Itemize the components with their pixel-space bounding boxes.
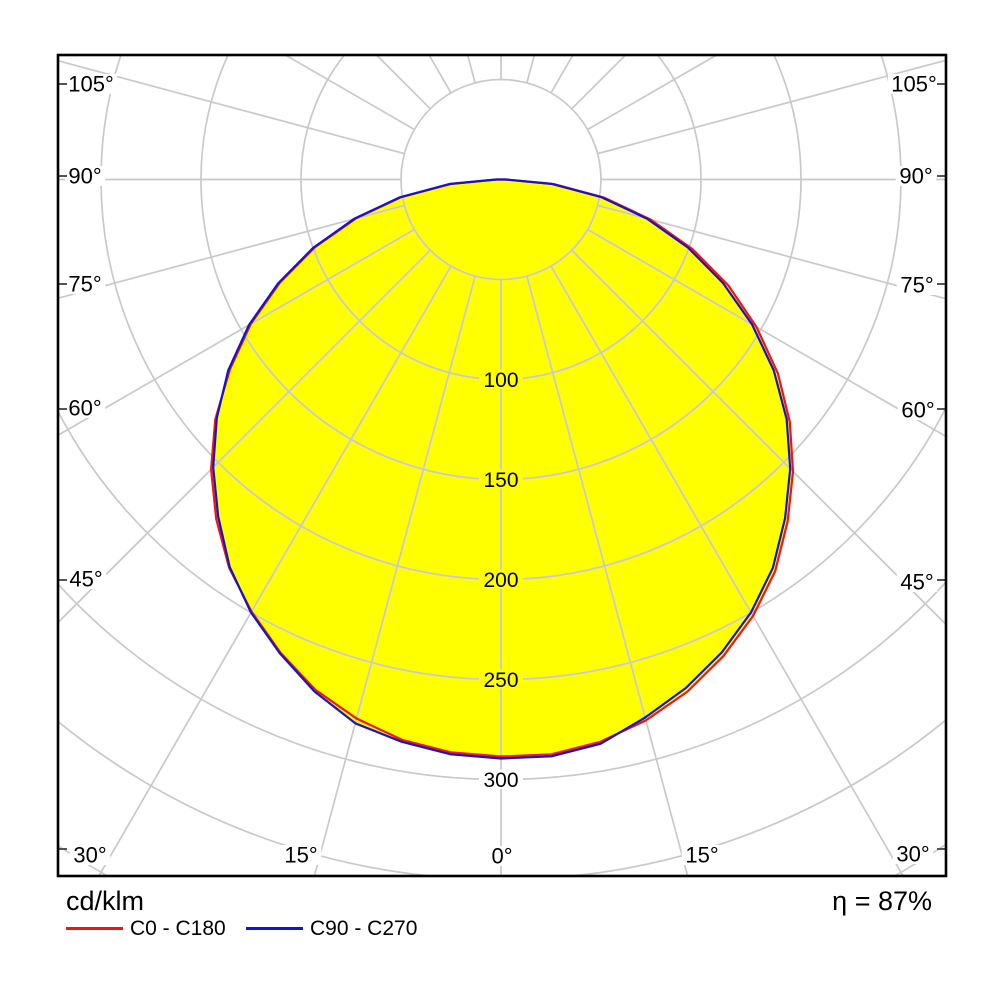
angle-tick-label: 60° — [68, 396, 101, 421]
angle-tick-label: 90° — [899, 164, 932, 189]
radial-tick-label: 200 — [483, 569, 518, 592]
legend-line-c0-c180 — [66, 927, 123, 930]
radial-tick-label: 150 — [483, 469, 518, 492]
angle-tick-label: 0° — [491, 844, 512, 869]
frame-ticks — [58, 83, 946, 850]
angle-tick-label: 45° — [900, 570, 933, 595]
angle-tick-label: 75° — [68, 272, 101, 297]
radial-tick-label: 300 — [483, 769, 518, 792]
radial-tick-label: 100 — [483, 369, 518, 392]
angle-tick-label: 105° — [891, 72, 937, 97]
radial-tick-label: 250 — [483, 669, 518, 692]
legend-label-c90-c270: C90 - C270 — [310, 917, 418, 940]
angle-tick-label: 105° — [68, 72, 114, 97]
efficiency-label: η = 87% — [832, 886, 932, 916]
angle-tick-label: 15° — [284, 843, 317, 868]
legend-label-c0-c180: C0 - C180 — [130, 917, 226, 940]
curve-c0-c180 — [210, 178, 795, 758]
angle-scale-labels: 105° 105° 90° 90° 75° 75° 60° 60° 45° 45° 30° 30° 15… — [64, 72, 940, 869]
angle-tick-label: 30° — [896, 842, 929, 867]
chart-legend: C0 - C180 C90 - C270 — [66, 917, 486, 941]
legend-line-c90-c270 — [246, 927, 303, 930]
angle-tick-label: 60° — [901, 398, 934, 423]
chart-frame — [56, 53, 948, 878]
angle-tick-label: 75° — [900, 273, 933, 298]
angle-tick-label: 45° — [69, 567, 102, 592]
curve-c90-c270 — [212, 178, 792, 760]
unit-label: cd/klm — [66, 886, 145, 916]
angle-tick-label: 90° — [68, 164, 101, 189]
radial-scale-labels: 100 150 200 250 300 — [479, 369, 523, 792]
angle-tick-label: 15° — [685, 843, 718, 868]
angle-tick-label: 30° — [73, 843, 106, 868]
